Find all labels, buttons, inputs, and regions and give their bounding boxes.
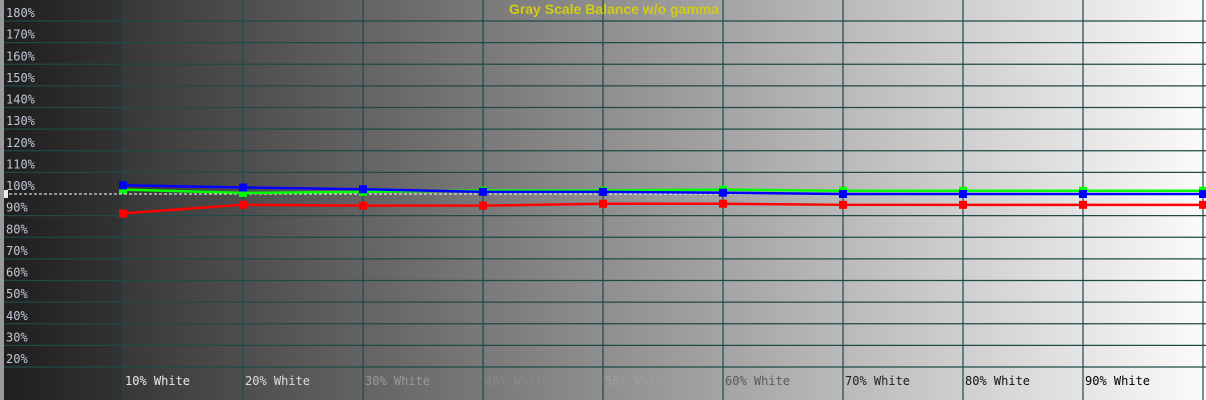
x-tick-label: 50% White: [605, 374, 670, 388]
y-tick-label: 170%: [6, 28, 36, 42]
y-tick-label: 60%: [6, 266, 28, 280]
left-border: [0, 0, 4, 400]
x-tick-label: 90% White: [1085, 374, 1150, 388]
data-point: [119, 181, 127, 190]
data-point: [719, 188, 727, 197]
y-tick-label: 130%: [6, 114, 36, 128]
series-line-0: [122, 188, 1203, 195]
axis-background: [0, 0, 123, 400]
data-point: [1199, 190, 1206, 198]
data-point: [1079, 190, 1087, 198]
x-tick-label: 40% White: [485, 374, 550, 388]
data-point: [479, 201, 487, 210]
data-point: [599, 199, 607, 208]
y-tick-label: 40%: [6, 309, 28, 323]
y-tick-label: 20%: [6, 352, 28, 366]
data-point: [239, 188, 247, 197]
data-point: [1199, 200, 1206, 209]
y-tick-label: 140%: [6, 93, 36, 107]
data-point: [119, 209, 127, 218]
data-point: [599, 187, 607, 196]
y-tick-label: 70%: [6, 244, 28, 258]
y-tick-label: 30%: [6, 330, 28, 344]
y-tick-label: 120%: [6, 136, 36, 150]
plot-background: [123, 0, 1206, 400]
y-tick-label: 90%: [6, 201, 28, 215]
x-tick-label: 80% White: [965, 374, 1030, 388]
series-line-1: [122, 184, 1203, 196]
series-line-2: [122, 202, 1203, 215]
data-point: [839, 200, 847, 209]
y-tick-label: 100%: [6, 179, 36, 193]
y-tick-label: 180%: [6, 6, 36, 20]
x-tick-label: 10% White: [125, 374, 190, 388]
data-point: [359, 201, 367, 210]
data-point: [239, 183, 247, 192]
data-point: [959, 200, 967, 209]
data-point: [1079, 200, 1087, 209]
data-point: [719, 199, 727, 208]
data-point: [479, 187, 487, 196]
reference-marker: [4, 190, 8, 198]
data-point: [839, 190, 847, 198]
y-tick-label: 150%: [6, 71, 36, 85]
data-point: [359, 185, 367, 194]
y-tick-label: 110%: [6, 157, 36, 171]
chart-title: Gray Scale Balance w/o gamma: [509, 1, 719, 17]
x-tick-label: 30% White: [365, 374, 430, 388]
data-point: [239, 200, 247, 209]
data-point: [119, 185, 127, 194]
data-point: [959, 190, 967, 198]
y-tick-label: 50%: [6, 287, 28, 301]
x-tick-label: 60% White: [725, 374, 790, 388]
y-tick-label: 160%: [6, 49, 36, 63]
x-tick-label: 70% White: [845, 374, 910, 388]
x-tick-label: 20% White: [245, 374, 310, 388]
y-tick-label: 80%: [6, 222, 28, 236]
